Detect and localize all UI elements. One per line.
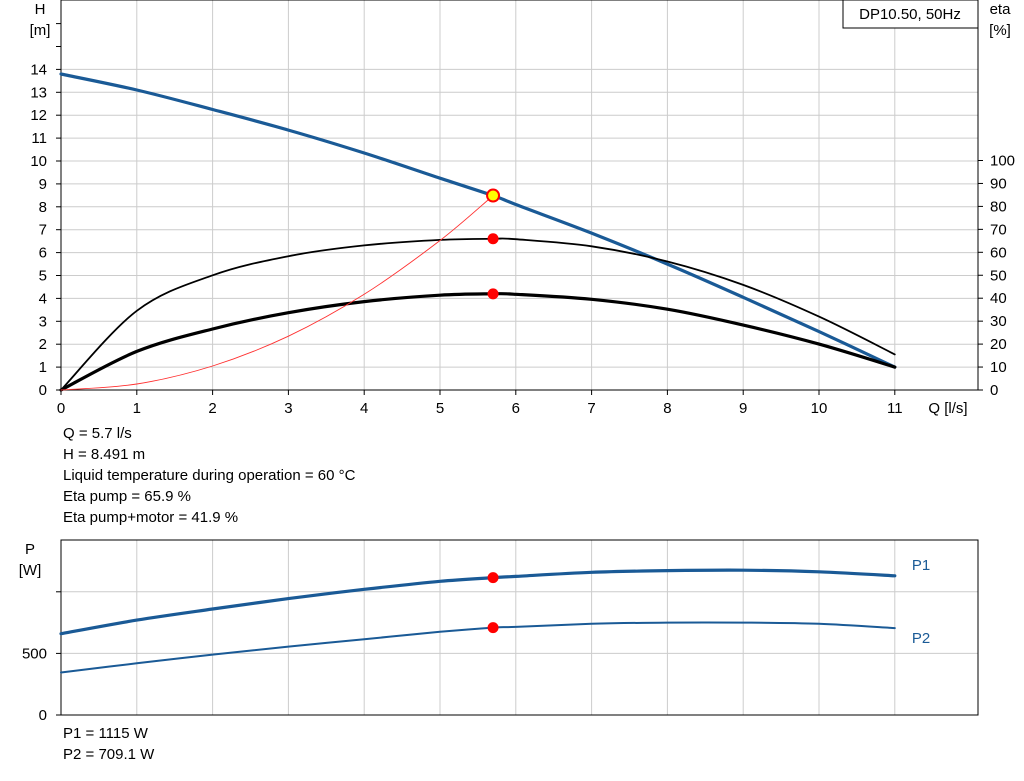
p1-curve <box>59 568 897 636</box>
eta-axis-symbol: eta <box>990 1 1012 18</box>
readout-p2: P2 = 709.1 W <box>63 746 155 763</box>
power-chart-duty-points <box>487 572 499 634</box>
eta-tick-label: 40 <box>990 290 1007 307</box>
p1-series-label: P1 <box>912 557 930 574</box>
eta-tick-label: 30 <box>990 313 1007 330</box>
x-axis-label: Q [l/s] <box>928 400 967 417</box>
eta-tick-label: 60 <box>990 244 1007 261</box>
x-tick-label: 8 <box>663 400 671 417</box>
readout-head: H = 8.491 m <box>63 446 146 463</box>
system-curve <box>60 195 494 391</box>
h-tick-label: 0 <box>39 382 47 399</box>
h-tick-label: 2 <box>39 336 47 353</box>
x-tick-label: 6 <box>512 400 520 417</box>
eta-tick-label: 70 <box>990 221 1007 238</box>
h-axis-symbol: H <box>35 1 46 18</box>
p-axis-unit: [W] <box>19 562 42 579</box>
x-tick-label: 9 <box>739 400 747 417</box>
duty-point-eta <box>487 233 499 245</box>
eta-tick-label: 0 <box>990 382 998 399</box>
power-chart-frame <box>60 539 979 716</box>
power-chart: P [W] 0 500 P1 P2 <box>19 539 979 724</box>
x-tick-label: 10 <box>811 400 828 417</box>
h-tick-label: 1 <box>39 359 47 376</box>
readout-temperature: Liquid temperature during operation = 60… <box>63 467 356 484</box>
eta-tick-label: 50 <box>990 267 1007 284</box>
readout-eta-pump: Eta pump = 65.9 % <box>63 488 191 505</box>
main-chart-duty-points <box>486 188 501 300</box>
x-tick-label: 7 <box>587 400 595 417</box>
x-tick-label: 5 <box>436 400 444 417</box>
x-tick-label: 3 <box>284 400 292 417</box>
head-curve <box>59 72 897 369</box>
h-axis-unit: [m] <box>30 22 51 39</box>
eta-tick-label: 80 <box>990 198 1007 215</box>
power-chart-ticks: 0 500 <box>22 591 61 724</box>
main-chart-grid <box>61 0 978 390</box>
power-chart-grid <box>61 540 978 715</box>
x-tick-label: 0 <box>57 400 65 417</box>
p-tick-label: 500 <box>22 645 47 662</box>
p-axis-symbol: P <box>25 541 35 558</box>
eta-tick-label: 10 <box>990 359 1007 376</box>
readout-flow: Q = 5.7 l/s <box>63 425 132 442</box>
h-tick-label: 6 <box>39 245 47 262</box>
p2-curve <box>60 621 896 674</box>
eta-tick-label: 20 <box>990 336 1007 353</box>
eta-tick-label: 90 <box>990 175 1007 192</box>
h-tick-label: 12 <box>30 107 47 124</box>
power-chart-curves <box>59 568 897 674</box>
main-chart-curves <box>59 72 897 392</box>
h-tick-label: 13 <box>30 84 47 101</box>
h-tick-label: 9 <box>39 176 47 193</box>
duty-point-p2 <box>487 622 499 634</box>
legend-label: DP10.50, 50Hz <box>859 6 961 23</box>
x-tick-label: 2 <box>208 400 216 417</box>
h-tick-label: 8 <box>39 199 47 216</box>
x-tick-label: 11 <box>887 400 903 417</box>
h-tick-label: 4 <box>39 290 47 307</box>
readout-p1: P1 = 1115 W <box>63 725 148 742</box>
h-tick-label: 14 <box>30 61 47 78</box>
x-tick-label: 4 <box>360 400 368 417</box>
eta-axis-unit: [%] <box>989 22 1011 39</box>
h-tick-label: 11 <box>31 130 47 147</box>
legend-box <box>842 0 979 29</box>
h-tick-label: 7 <box>39 222 47 239</box>
duty-point-eta <box>487 288 499 300</box>
eta-tick-label: 100 <box>990 153 1015 170</box>
main-chart-ticks: 0 1 2 3 4 5 6 7 8 9 10 1101234567891011121314010203… <box>30 23 1015 417</box>
x-tick-label: 1 <box>133 400 141 417</box>
duty-point-p1 <box>487 572 499 584</box>
duty-point-head <box>486 188 501 203</box>
p2-series-label: P2 <box>912 630 930 647</box>
readout-eta-total: Eta pump+motor = 41.9 % <box>63 509 239 526</box>
p-tick-label: 0 <box>39 707 47 724</box>
h-tick-label: 3 <box>39 313 47 330</box>
h-tick-label: 10 <box>30 153 47 170</box>
main-chart-frame <box>60 0 979 391</box>
h-tick-label: 5 <box>39 268 47 285</box>
